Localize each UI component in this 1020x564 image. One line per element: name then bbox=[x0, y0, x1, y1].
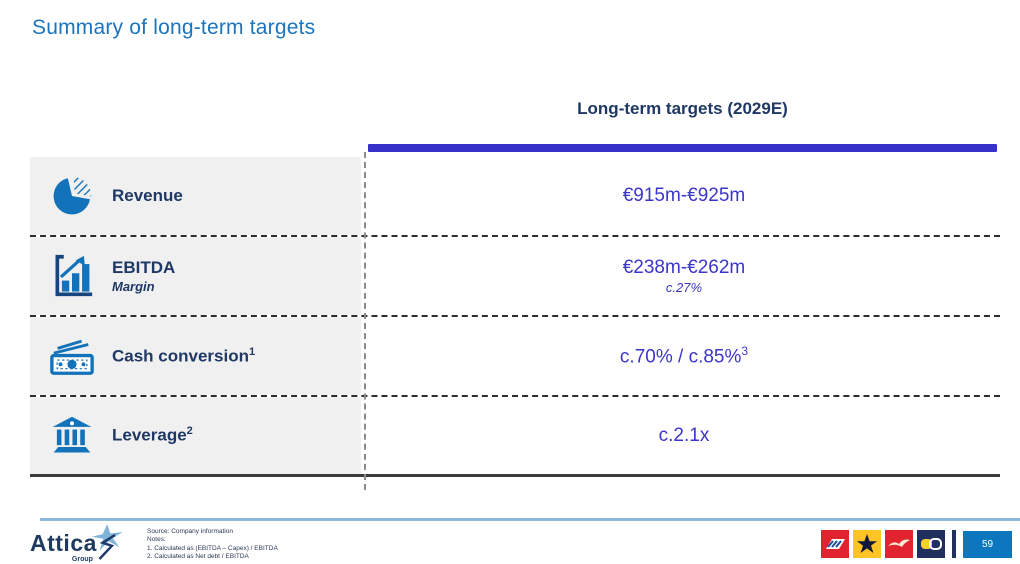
pills-logo-icon bbox=[917, 530, 945, 558]
label-block: Leverage2 bbox=[112, 425, 193, 446]
star-logo-icon bbox=[853, 530, 881, 558]
metric-label: Leverage2 bbox=[112, 425, 193, 445]
page-number: 59 bbox=[963, 530, 1012, 558]
metric-cell: Revenue bbox=[30, 157, 361, 235]
value-cell: c.2.1x bbox=[368, 397, 1000, 474]
accent-bar bbox=[368, 144, 997, 152]
table-row: EBITDA Margin €238m-€262m c.27% bbox=[30, 237, 1000, 317]
notes-label: Notes: bbox=[147, 536, 166, 544]
metric-value: c.2.1x bbox=[658, 424, 710, 446]
footnote-marker: 2 bbox=[186, 425, 193, 438]
label-block: Cash conversion1 bbox=[112, 346, 255, 367]
banknotes-icon bbox=[46, 333, 98, 379]
metric-sublabel: Margin bbox=[112, 279, 155, 294]
bank-icon bbox=[46, 414, 98, 458]
metric-subvalue: c.27% bbox=[665, 280, 703, 295]
page-title: Summary of long-term targets bbox=[32, 16, 316, 39]
metric-value: c.70% / c.85%3 bbox=[619, 343, 749, 368]
footer-divider bbox=[40, 518, 1020, 521]
attica-group-logo: Attica Group bbox=[30, 523, 125, 564]
metric-label: EBITDA bbox=[112, 258, 176, 277]
footnote-2: 2. Calculated as Net debt / EBITDA bbox=[147, 553, 249, 561]
label-block: EBITDA Margin bbox=[112, 258, 175, 294]
column-header: Long-term targets (2029E) bbox=[577, 99, 788, 118]
metric-cell: Cash conversion1 bbox=[30, 317, 361, 395]
source-note: Source: Company information bbox=[147, 528, 233, 535]
metric-cell: Leverage2 bbox=[30, 397, 361, 474]
label-block: Revenue bbox=[112, 186, 183, 206]
metric-label: Cash conversion1 bbox=[112, 345, 256, 366]
footnote-1: 1. Calculated as (EBITDA – Capex) / EBIT… bbox=[147, 544, 278, 552]
table-row: Leverage2 c.2.1x bbox=[30, 397, 1000, 477]
metric-cell: EBITDA Margin bbox=[30, 237, 361, 315]
metric-label: Revenue bbox=[112, 186, 183, 205]
footnotes: Source: Company information Notes: 1. Ca… bbox=[147, 528, 278, 562]
value-cell: €915m-€925m bbox=[368, 157, 1000, 235]
logo-subtext: Group bbox=[71, 556, 93, 563]
targets-table: Revenue €915m-€925m bbox=[30, 157, 1000, 477]
table-row: Revenue €915m-€925m bbox=[30, 157, 1000, 237]
footnote-marker: 1 bbox=[249, 345, 256, 358]
value-cell: €238m-€262m c.27% bbox=[368, 237, 1000, 315]
bar-chart-icon bbox=[46, 254, 98, 298]
table-row: Cash conversion1 c.70% / c.85%3 bbox=[30, 317, 1000, 397]
seagull-logo-icon bbox=[885, 530, 913, 558]
flag-logo-icon bbox=[821, 530, 849, 558]
metric-value: €915m-€925m bbox=[622, 185, 746, 206]
pie-chart-icon bbox=[46, 174, 98, 218]
logo-text: Attica bbox=[30, 530, 97, 556]
metric-value: €238m-€262m bbox=[622, 257, 746, 278]
footer-brand-strip: 59 bbox=[821, 530, 1012, 558]
column-divider bbox=[364, 152, 366, 490]
footnote-marker: 3 bbox=[741, 343, 749, 358]
footer-separator bbox=[952, 530, 956, 558]
attica-star-icon bbox=[91, 523, 125, 564]
value-cell: c.70% / c.85%3 bbox=[368, 317, 1000, 395]
